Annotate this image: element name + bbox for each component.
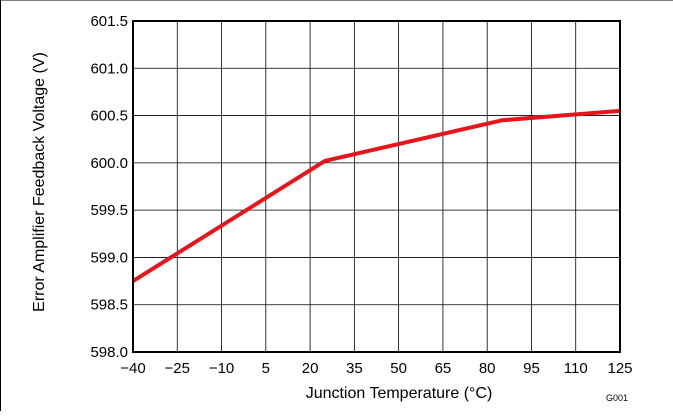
y-tick-labels: 598.0 598.5 599.0 599.5 600.0 600.5 601.0 601.5 <box>90 13 128 361</box>
y-tick-label: 599.0 <box>90 249 128 266</box>
x-tick-label: 5 <box>262 360 270 377</box>
y-axis-title: Error Amplifier Feedback Voltage (V) <box>31 52 48 312</box>
x-axis-title: Junction Temperature (°C) <box>306 385 493 402</box>
y-tick-label: 598.0 <box>90 344 128 361</box>
x-tick-label: −10 <box>209 360 234 377</box>
x-tick-label: 125 <box>607 360 632 377</box>
y-tick-label: 599.5 <box>90 202 128 219</box>
grid <box>132 20 621 353</box>
y-tick-label: 601.5 <box>90 13 128 30</box>
x-tick-label: 95 <box>523 360 540 377</box>
x-tick-label: 20 <box>302 360 319 377</box>
plot-frame <box>132 20 621 353</box>
x-tick-label: 110 <box>564 360 588 377</box>
x-tick-label: 65 <box>435 360 452 377</box>
y-tick-label: 601.0 <box>90 60 128 77</box>
x-tick-label: 50 <box>390 360 407 377</box>
x-tick-label: 80 <box>479 360 496 377</box>
y-tick-label: 598.5 <box>90 297 128 314</box>
x-tick-labels: −40 −25 −10 5 20 35 50 65 80 95 110 125 <box>120 360 632 377</box>
series-layer <box>131 108 621 283</box>
figure-id-label: G001 <box>606 393 628 403</box>
x-tick-label: −25 <box>165 360 190 377</box>
series-line-0 <box>131 108 621 283</box>
x-tick-label: 35 <box>346 360 363 377</box>
x-tick-label: −40 <box>120 360 145 377</box>
y-tick-label: 600.5 <box>90 108 128 125</box>
y-tick-label: 600.0 <box>90 155 128 172</box>
